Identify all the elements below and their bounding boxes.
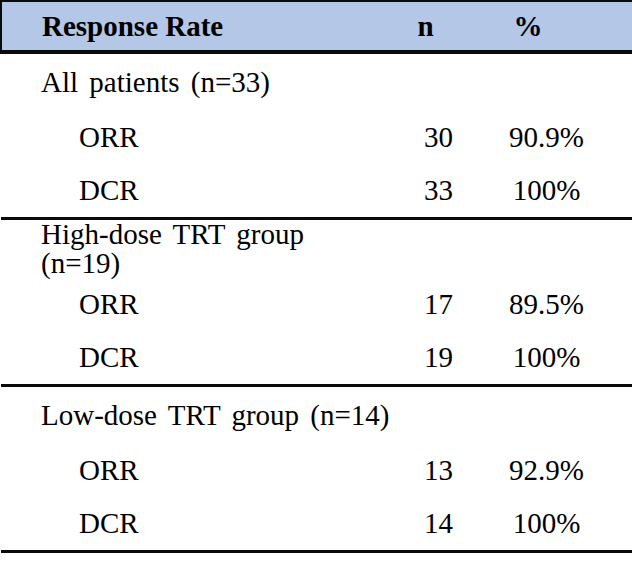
response-rate-table: Response Rate n % All patients (n=33) OR… (0, 0, 632, 553)
header-row: Response Rate n % (1, 1, 632, 52)
measure-label: DCR (1, 164, 391, 218)
empty-cell (486, 386, 632, 444)
measure-label: DCR (1, 498, 391, 552)
empty-cell (391, 52, 486, 110)
table-row-dcr: DCR 14 100% (1, 498, 632, 552)
page: Response Rate n % All patients (n=33) OR… (0, 0, 632, 576)
pct-value: 100% (486, 164, 632, 218)
pct-value: 89.5% (486, 278, 632, 332)
measure-label: ORR (1, 110, 391, 164)
empty-cell (391, 386, 486, 444)
group-row-high-dose: High-dose TRT group (n=19) (1, 218, 632, 278)
pct-value: 92.9% (486, 444, 632, 498)
group-row-low-dose: Low-dose TRT group (n=14) (1, 386, 632, 444)
n-value: 13 (391, 444, 486, 498)
pct-value: 100% (486, 332, 632, 386)
header-response-rate: Response Rate (1, 1, 391, 52)
n-value: 33 (391, 164, 486, 218)
empty-cell (486, 52, 632, 110)
group-label: All patients (n=33) (1, 52, 391, 110)
table-row-dcr: DCR 33 100% (1, 164, 632, 218)
group-row-all-patients: All patients (n=33) (1, 52, 632, 110)
n-value: 19 (391, 332, 486, 386)
header-n: n (391, 1, 486, 52)
pct-value: 100% (486, 498, 632, 552)
table-row-orr: ORR 17 89.5% (1, 278, 632, 332)
measure-label: ORR (1, 444, 391, 498)
group-label: Low-dose TRT group (n=14) (1, 386, 391, 444)
n-value: 17 (391, 278, 486, 332)
measure-label: ORR (1, 278, 391, 332)
empty-cell (391, 218, 486, 278)
group-label: High-dose TRT group (n=19) (1, 218, 391, 278)
measure-label: DCR (1, 332, 391, 386)
table-row-dcr: DCR 19 100% (1, 332, 632, 386)
pct-value: 90.9% (486, 110, 632, 164)
table-row-orr: ORR 30 90.9% (1, 110, 632, 164)
table-row-orr: ORR 13 92.9% (1, 444, 632, 498)
n-value: 14 (391, 498, 486, 552)
header-percent: % (486, 1, 632, 52)
n-value: 30 (391, 110, 486, 164)
empty-cell (486, 218, 632, 278)
